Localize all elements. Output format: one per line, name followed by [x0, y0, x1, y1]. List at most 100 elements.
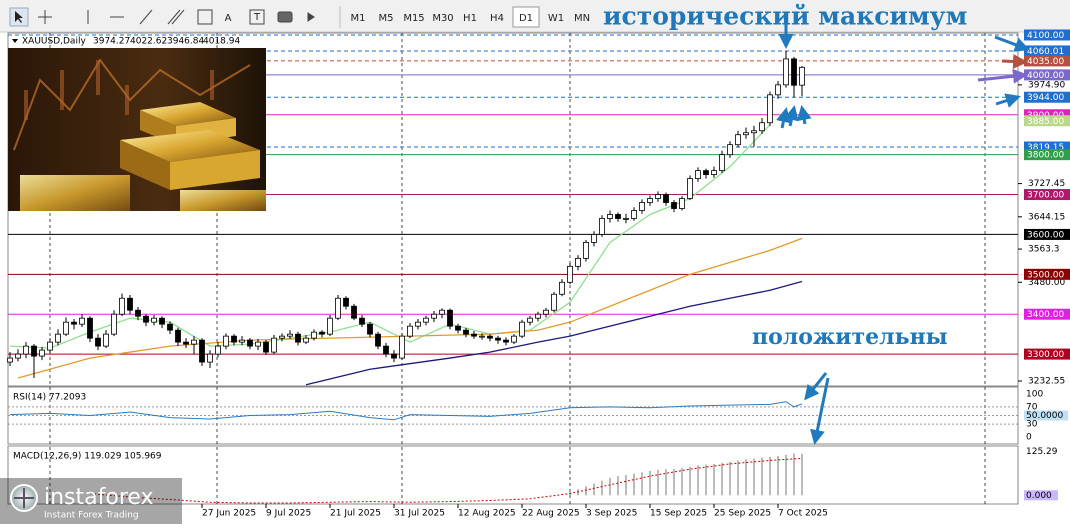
candle-body — [80, 318, 85, 324]
candle-body — [264, 342, 269, 352]
candle-body — [736, 135, 741, 145]
gold-photo — [8, 48, 266, 211]
candle-body — [8, 358, 13, 362]
candle-body — [392, 354, 397, 358]
candle-body — [536, 314, 541, 318]
candle-body — [584, 242, 589, 258]
timeframe-button[interactable]: M30 — [432, 13, 453, 24]
candle-body — [240, 340, 245, 342]
candle-body — [504, 340, 509, 342]
candle-body — [152, 318, 157, 322]
candle-body — [368, 324, 373, 334]
y-tick-label: 3232.55 — [1028, 376, 1065, 386]
candle-body — [720, 155, 725, 171]
level-label: 4035.00 — [1027, 57, 1064, 67]
candle-body — [416, 322, 421, 326]
candle-body — [320, 332, 325, 334]
candle-body — [112, 314, 117, 334]
svg-text:T: T — [253, 12, 261, 23]
candle-body — [176, 330, 181, 342]
timeframe-button[interactable]: W1 — [548, 13, 564, 24]
candle-body — [232, 336, 237, 342]
candle-body — [528, 318, 533, 322]
macd-tick-label: 125.29 — [1026, 447, 1058, 457]
candle-body — [200, 340, 205, 362]
candle-body — [360, 318, 365, 324]
rsi-label: RSI(14) 77.2093 — [13, 393, 86, 403]
candle-body — [776, 85, 781, 95]
timeframe-button[interactable]: D1 — [519, 13, 533, 24]
candle-body — [384, 346, 389, 354]
candle-body — [448, 310, 453, 326]
timeframe-button[interactable]: H1 — [463, 13, 477, 24]
candle-body — [344, 298, 349, 306]
candle-body — [608, 214, 613, 218]
timeframe-button[interactable]: MN — [574, 13, 590, 24]
candle-body — [544, 310, 549, 314]
candle-body — [744, 133, 749, 135]
x-tick-label: 25 Sep 2025 — [714, 509, 771, 519]
symbol: XAUUSD,Daily — [22, 37, 86, 47]
x-tick-label: 7 Oct 2025 — [778, 509, 828, 519]
y-tick-label: 3563.3 — [1028, 245, 1060, 255]
candle-body — [32, 346, 37, 356]
candle-body — [64, 322, 69, 334]
candle-body — [400, 336, 405, 358]
x-tick-label: 15 Sep 2025 — [650, 509, 707, 519]
candle-body — [136, 310, 141, 316]
candle-body — [520, 322, 525, 336]
candle-body — [296, 334, 301, 342]
candle-body — [512, 336, 517, 342]
rsi-tick-label: 0 — [1026, 433, 1032, 443]
level-label: 4000.00 — [1027, 71, 1064, 81]
candle-body — [488, 336, 493, 338]
candle-body — [48, 342, 53, 350]
candle-body — [632, 210, 637, 218]
level-label: 3944.00 — [1027, 93, 1064, 103]
candle-body — [696, 171, 701, 179]
candle-body — [328, 318, 333, 334]
level-label: 3300.00 — [1027, 350, 1064, 360]
logo-name: instaforex — [44, 485, 154, 510]
candle-body — [304, 338, 309, 342]
candle-body — [728, 145, 733, 155]
candle-body — [352, 306, 357, 318]
candle-body — [576, 258, 581, 266]
candle-body — [496, 338, 501, 340]
candle-body — [16, 354, 21, 358]
candle-body — [624, 218, 629, 219]
x-tick-label: 3 Sep 2025 — [586, 509, 637, 519]
candle-body — [104, 334, 109, 346]
y-tick-label: 3727.45 — [1028, 179, 1065, 189]
candle-body — [800, 67, 805, 85]
candle-body — [480, 336, 485, 337]
candle-body — [784, 59, 789, 85]
candle-body — [120, 298, 125, 314]
candle-body — [224, 336, 229, 346]
header-low: 3946.84 — [167, 37, 204, 47]
level-label: 3885.00 — [1027, 117, 1064, 127]
annotation-arrow — [1002, 61, 1025, 62]
candle-body — [712, 171, 717, 175]
timeframe-button[interactable]: M15 — [403, 13, 424, 24]
timeframe-button[interactable]: M1 — [351, 13, 366, 24]
y-tick-label: 3974.90 — [1028, 80, 1065, 90]
candle-body — [464, 330, 469, 334]
candle-body — [704, 171, 709, 175]
x-tick-label: 9 Jul 2025 — [266, 509, 311, 519]
level-label: 3500.00 — [1027, 270, 1064, 280]
rsi-tick-label: 30 — [1026, 420, 1038, 430]
candle-body — [456, 326, 461, 330]
candle-body — [96, 338, 101, 346]
candle-body — [768, 95, 773, 123]
candle-body — [664, 195, 669, 203]
timeframe-button[interactable]: H4 — [490, 13, 504, 24]
timeframe-button[interactable]: M5 — [379, 13, 394, 24]
tool-text[interactable]: A — [225, 13, 232, 24]
candle-body — [616, 214, 621, 218]
candle-body — [376, 334, 381, 346]
level-label: 3600.00 — [1027, 230, 1064, 240]
candle-body — [56, 334, 61, 342]
candle-body — [208, 354, 213, 362]
